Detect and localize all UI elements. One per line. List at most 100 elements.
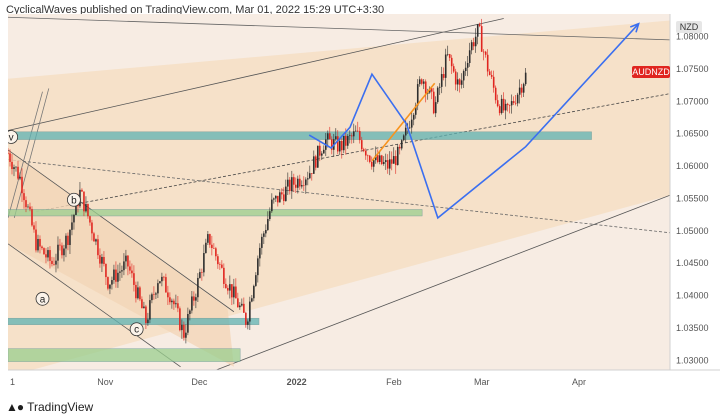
candle-body xyxy=(283,194,285,202)
tradingview-logo-icon: ▲● xyxy=(6,400,24,414)
candle-body xyxy=(362,149,365,151)
candle-body xyxy=(279,192,281,203)
candle-body xyxy=(39,238,41,247)
candle-body xyxy=(494,87,497,101)
candle-body xyxy=(255,275,257,286)
candle-body xyxy=(251,298,253,302)
candle-body xyxy=(520,87,523,93)
candle-body xyxy=(71,222,73,230)
candle-body xyxy=(311,173,313,174)
candle-body xyxy=(87,203,89,217)
candle-body xyxy=(103,256,105,264)
candle-body xyxy=(243,303,245,313)
candle-body xyxy=(474,36,477,47)
candle-body xyxy=(516,94,519,104)
candle-body xyxy=(257,258,259,276)
candle-body xyxy=(386,160,389,169)
candle-body xyxy=(119,271,121,273)
candle-body xyxy=(432,91,435,114)
candle-body xyxy=(524,72,527,85)
candle-body xyxy=(153,294,155,295)
candle-body xyxy=(468,50,471,64)
candle-body xyxy=(133,273,135,285)
candle-body xyxy=(424,81,427,94)
channel-upper-line xyxy=(8,18,504,131)
wave-label-c: c xyxy=(134,325,139,336)
candle-body xyxy=(109,284,111,289)
candle-body xyxy=(330,139,333,150)
candle-body xyxy=(209,234,211,245)
candle-body xyxy=(263,233,265,237)
candle-body xyxy=(358,131,361,141)
candle-body xyxy=(61,245,63,256)
brand-footer[interactable]: ▲● TradingView xyxy=(6,398,93,416)
candle-body xyxy=(323,149,325,154)
candle-body xyxy=(327,133,329,140)
candle-body xyxy=(275,195,277,199)
candle-body xyxy=(205,242,207,254)
y-tick-label: 1.05500 xyxy=(676,193,709,203)
candle-body xyxy=(9,153,11,162)
candle-body xyxy=(328,133,331,140)
candle-body xyxy=(334,136,337,140)
candle-body xyxy=(295,184,297,188)
candle-body xyxy=(366,155,369,157)
candle-body xyxy=(177,303,179,309)
candle-body xyxy=(301,185,303,187)
candle-body xyxy=(340,140,343,151)
candle-body xyxy=(41,246,43,249)
wave-label-v: v xyxy=(9,132,14,143)
candle-body xyxy=(159,281,161,284)
candle-body xyxy=(448,54,451,58)
candle-body xyxy=(342,135,345,151)
candle-body xyxy=(514,102,517,104)
candle-body xyxy=(29,206,31,210)
candle-body xyxy=(265,229,267,234)
candle-body xyxy=(33,225,35,230)
candle-body xyxy=(213,248,215,249)
candle-body xyxy=(201,272,203,273)
y-tick-label: 1.07000 xyxy=(676,96,709,106)
candle-body xyxy=(175,303,177,305)
candle-body xyxy=(231,284,233,298)
candle-body xyxy=(173,300,175,305)
candle-body xyxy=(249,301,251,322)
candle-body xyxy=(510,101,513,106)
candle-body xyxy=(482,51,485,53)
candle-body xyxy=(450,57,453,67)
candle-body xyxy=(285,186,287,202)
y-axis: 1.03000 1.03500 1.04000 1.04500 1.05000 1.055… xyxy=(676,32,709,366)
candle-body xyxy=(199,272,201,278)
candle-body xyxy=(402,135,405,141)
candle-body xyxy=(364,150,367,156)
y-tick-label: 1.04000 xyxy=(676,291,709,301)
wave-label-circle xyxy=(8,130,19,144)
candles-group xyxy=(8,18,527,344)
candle-body xyxy=(490,74,493,77)
candle-body xyxy=(500,98,503,114)
candle-body xyxy=(502,98,505,111)
candle-body xyxy=(185,332,187,338)
candle-body xyxy=(307,178,309,180)
candle-body xyxy=(287,179,289,187)
candle-body xyxy=(368,155,371,162)
candle-body xyxy=(149,300,151,320)
candle-body xyxy=(478,24,481,27)
candle-body xyxy=(267,219,269,230)
candle-body xyxy=(187,314,189,333)
candle-body xyxy=(107,277,109,289)
top-resistance-line xyxy=(8,16,670,41)
candle-body xyxy=(121,270,123,272)
y-tick-label: 1.08000 xyxy=(676,32,709,42)
teal-zone-upper xyxy=(8,131,592,140)
candle-body xyxy=(418,79,421,85)
candle-body xyxy=(388,159,391,169)
candle-body xyxy=(261,236,263,248)
projection-arrowhead xyxy=(629,22,640,33)
candle-body xyxy=(305,179,307,186)
x-tick-label: 2022 xyxy=(287,377,307,387)
wedge-upper-line xyxy=(8,149,235,313)
candle-body xyxy=(372,160,375,167)
candle-body xyxy=(259,247,261,259)
